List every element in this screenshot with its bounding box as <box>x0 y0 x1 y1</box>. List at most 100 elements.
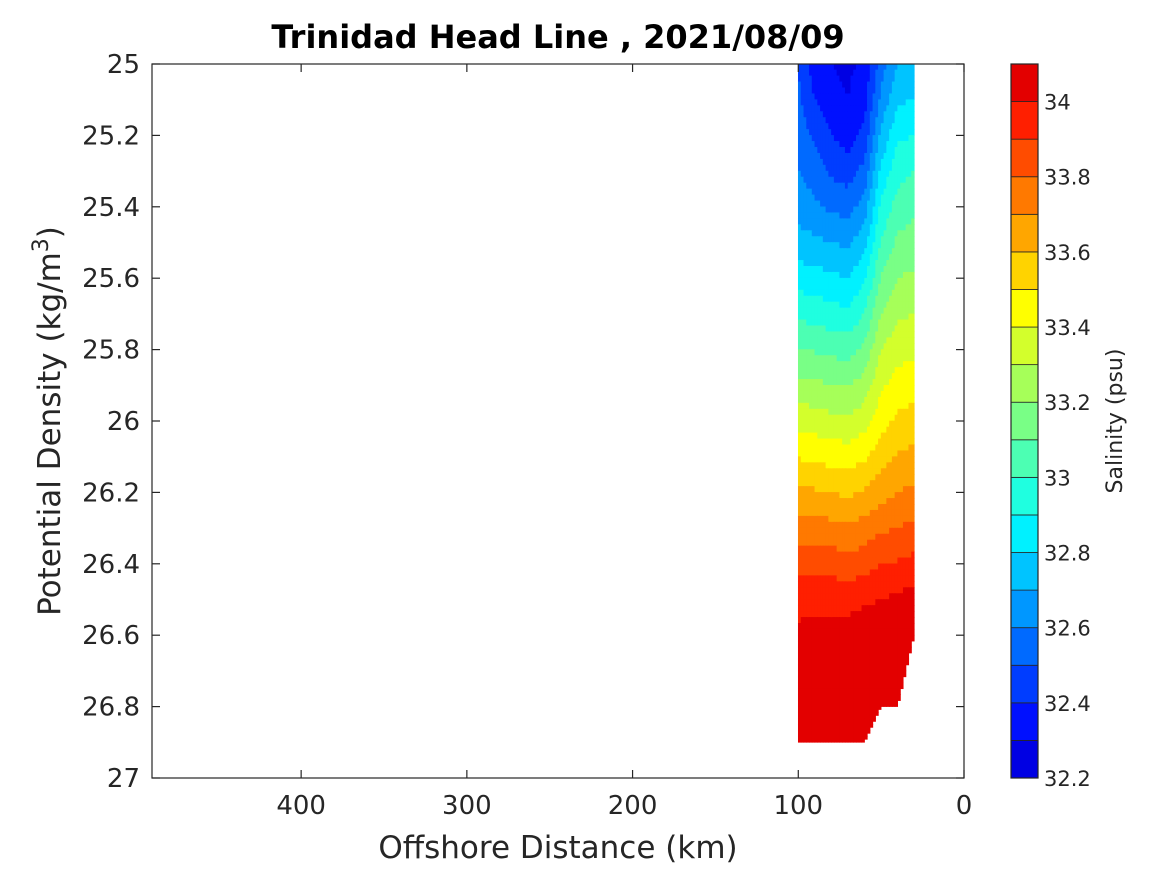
contour-cell <box>880 349 885 356</box>
colorbar-segment <box>1010 589 1039 629</box>
contour-cell <box>872 718 876 722</box>
contour-cell <box>836 593 841 600</box>
contour-cell <box>850 521 854 529</box>
contour-cell <box>911 117 915 124</box>
contour-cell <box>842 623 846 630</box>
contour-cell <box>833 117 838 124</box>
contour-cell <box>850 599 854 606</box>
contour-cell <box>867 373 871 380</box>
contour-cell <box>825 432 829 440</box>
contour-cell <box>900 462 904 469</box>
contour-cell <box>800 200 805 208</box>
contour-cell <box>825 260 829 267</box>
contour-cell <box>900 676 904 684</box>
contour-cell <box>800 718 805 725</box>
contour-cell <box>797 712 802 719</box>
contour-cell <box>822 111 827 118</box>
contour-cell <box>814 141 818 148</box>
contour-cell <box>894 504 899 511</box>
contour-cell <box>897 557 901 565</box>
contour-cell <box>861 141 865 148</box>
contour-cell <box>900 301 904 309</box>
contour-cell <box>861 652 865 660</box>
contour-cell <box>839 230 843 237</box>
contour-cell <box>811 266 816 273</box>
contour-cell <box>886 700 890 707</box>
contour-cell <box>872 266 876 273</box>
contour-cell <box>800 129 805 136</box>
contour-cell <box>855 628 860 636</box>
contour-cell <box>861 420 865 428</box>
contour-cell <box>817 63 821 71</box>
contour-cell <box>872 111 876 118</box>
contour-cell <box>850 206 854 214</box>
contour-cell <box>878 563 882 571</box>
contour-cell <box>900 515 904 523</box>
contour-cell <box>839 694 843 701</box>
contour-cell <box>880 634 885 642</box>
contour-cell <box>806 414 810 422</box>
contour-cell <box>811 105 816 112</box>
contour-cell <box>839 248 843 255</box>
contour-cell <box>864 474 868 481</box>
contour-cell <box>891 700 896 707</box>
contour-cell <box>800 599 805 606</box>
contour-cell <box>894 147 899 154</box>
contour-cell <box>850 527 854 535</box>
contour-cell <box>900 486 904 493</box>
contour-cell <box>828 539 832 547</box>
contour-cell <box>867 730 871 734</box>
contour-cell <box>811 141 816 148</box>
contour-cell <box>814 706 818 713</box>
contour-cell <box>847 242 852 249</box>
contour-cell <box>875 533 879 541</box>
contour-cell <box>847 539 852 547</box>
contour-cell <box>867 254 871 261</box>
contour-cell <box>878 688 882 695</box>
contour-cell <box>842 551 846 559</box>
contour-cell <box>853 63 857 71</box>
contour-cell <box>872 182 876 190</box>
contour-cell <box>847 355 852 362</box>
contour-cell <box>872 432 876 440</box>
contour-cell <box>894 539 899 547</box>
contour-cell <box>894 194 899 202</box>
contour-cell <box>891 206 896 214</box>
contour-cell <box>847 474 852 481</box>
contour-cell <box>850 646 854 654</box>
contour-cell <box>878 390 882 398</box>
contour-cell <box>880 331 885 338</box>
contour-cell <box>872 694 876 701</box>
contour-cell <box>861 569 865 576</box>
contour-cell <box>836 533 841 541</box>
contour-cell <box>869 509 874 517</box>
contour-cell <box>855 218 860 225</box>
contour-cell <box>908 456 912 463</box>
contour-cell <box>850 670 854 678</box>
contour-cell <box>814 307 818 315</box>
contour-cell <box>847 176 852 184</box>
contour-cell <box>836 212 841 219</box>
contour-cell <box>886 670 890 678</box>
contour-cell <box>872 212 876 219</box>
contour-cell <box>850 563 854 571</box>
contour-cell <box>839 652 843 660</box>
contour-cell <box>861 164 865 172</box>
contour-cell <box>825 724 829 731</box>
contour-cell <box>800 474 805 481</box>
contour-cell <box>844 355 849 362</box>
contour-cell <box>839 105 843 112</box>
contour-cell <box>825 283 829 291</box>
contour-cell <box>850 337 854 344</box>
contour-cell <box>858 188 863 196</box>
contour-cell <box>800 670 805 678</box>
contour-cell <box>797 248 802 255</box>
contour-cell <box>886 390 890 398</box>
contour-cell <box>900 87 904 95</box>
contour-cell <box>853 212 857 219</box>
contour-cell <box>833 123 838 130</box>
contour-cell <box>864 385 868 392</box>
contour-cell <box>844 557 849 565</box>
contour-cell <box>886 682 890 690</box>
contour-cell <box>814 135 818 142</box>
